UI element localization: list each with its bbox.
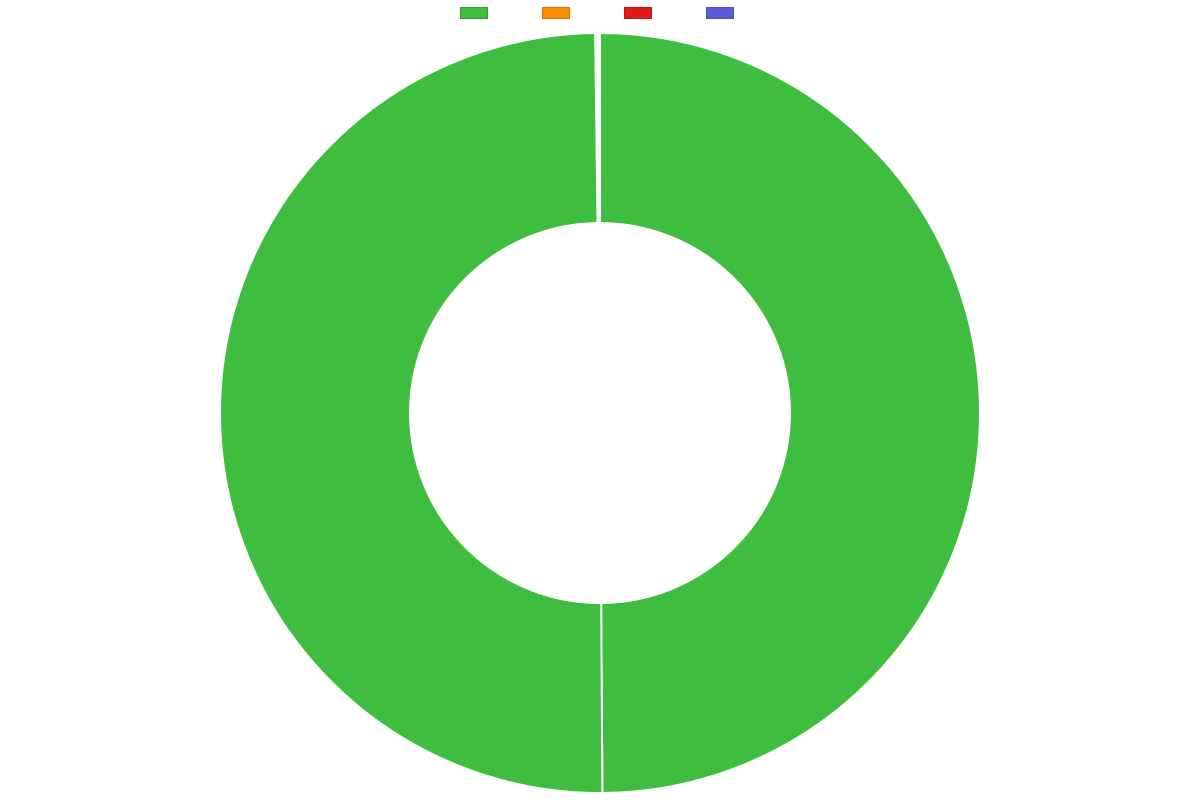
legend-swatch (460, 7, 488, 19)
donut-chart (216, 29, 984, 797)
chart-container: { "chart": { "type": "donut", "width": 1… (0, 0, 1200, 800)
legend-item (624, 6, 658, 20)
legend-swatch (706, 7, 734, 19)
legend-swatch (624, 7, 652, 19)
legend-item (706, 6, 740, 20)
legend-item (460, 6, 494, 20)
donut-slice (600, 33, 980, 793)
donut-slice (599, 33, 600, 223)
legend-swatch (542, 7, 570, 19)
donut-slice (220, 33, 602, 793)
legend (0, 6, 1200, 20)
legend-item (542, 6, 576, 20)
donut-chart-area (0, 26, 1200, 800)
